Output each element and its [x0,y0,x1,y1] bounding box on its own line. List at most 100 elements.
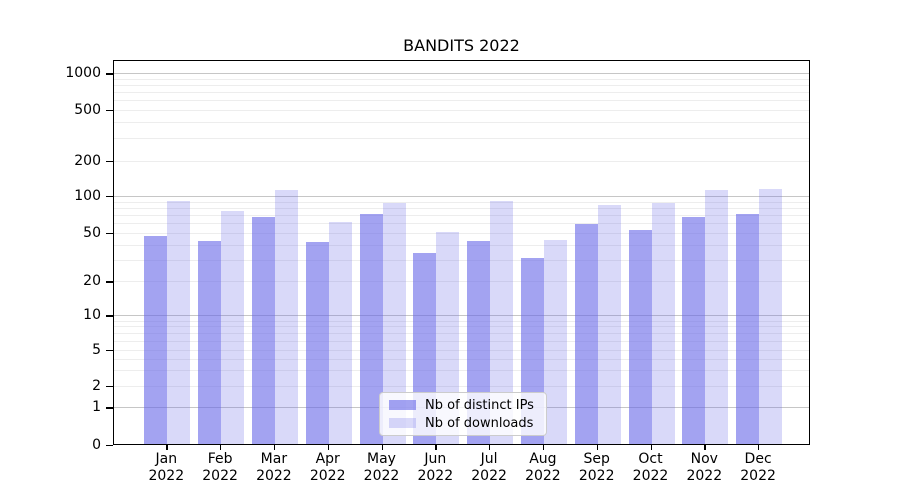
legend: Nb of distinct IPs Nb of downloads [379,392,547,436]
legend-item-downloads: Nb of downloads [389,415,534,431]
x-tick-label: Jul 2022 [471,451,507,484]
gridline-minor [114,215,809,217]
bar-dec-ips [736,214,760,444]
y-tick-label: 10 [83,307,101,324]
y-tick-mark [106,315,113,317]
y-tick-label: 1 [92,399,101,416]
x-tick-label: Mar 2022 [256,451,292,484]
gridline-minor [114,370,809,372]
y-tick-label: 2 [92,378,101,394]
gridline-minor [114,326,809,328]
y-tick-mark [106,232,113,235]
y-tick-mark [106,407,113,409]
bar-aug-downloads [543,239,567,444]
bar-sep-ips [574,224,598,444]
x-tick-mark [704,445,706,450]
x-tick-label: Feb 2022 [202,451,238,484]
x-tick-label: Oct 2022 [632,451,669,484]
legend-label-downloads: Nb of downloads [425,415,534,431]
legend-swatch-downloads [389,418,416,428]
gridline-minor [114,110,809,111]
gridline-minor [114,320,809,322]
y-tick-label: 20 [83,273,101,290]
x-tick-mark [758,445,760,450]
gridline-minor [114,92,809,94]
y-tick-mark [106,160,113,162]
x-tick-mark [220,445,222,450]
x-tick-mark [166,445,168,450]
x-tick-mark [489,445,491,450]
x-tick-mark [273,445,276,450]
x-tick-mark [327,445,329,450]
bar-sep-downloads [597,205,621,444]
y-tick-label: 500 [74,102,101,118]
bar-feb-downloads [221,210,245,444]
gridline-minor [114,333,809,335]
gridline-minor [114,350,809,351]
x-tick-mark [435,445,437,450]
gridline-minor [114,340,809,342]
gridline-minor [114,232,809,234]
gridline-minor [114,160,809,162]
x-tick-label: Apr 2022 [309,451,346,484]
gridline-major [114,315,809,317]
x-tick-mark [650,445,652,450]
y-tick-label: 50 [83,224,101,241]
y-tick-mark [106,444,113,446]
gridline-minor [114,100,809,102]
bar-may-downloads [382,202,406,444]
bars-layer [114,61,809,444]
gridline-minor [114,85,809,87]
bar-jun-downloads [436,231,460,444]
y-tick-mark [106,73,113,75]
x-tick-mark [596,445,598,450]
x-tick-label: Jan 2022 [148,451,185,484]
legend-label-ips: Nb of distinct IPs [425,397,534,413]
gridline-minor [114,358,809,360]
gridline-minor [114,208,809,209]
y-tick-mark [106,110,113,112]
bar-jul-downloads [490,201,514,444]
y-tick-label: 100 [74,188,101,205]
x-tick-label: Nov 2022 [686,451,723,484]
bar-may-ips [359,214,383,444]
bar-oct-downloads [651,202,675,444]
y-tick-label: 5 [92,342,101,358]
bar-apr-downloads [328,221,352,444]
legend-swatch-ips [389,400,416,410]
bar-mar-ips [251,216,275,444]
chart-title: BANDITS 2022 [403,36,520,55]
grid-layer [114,61,809,444]
bar-dec-downloads [759,189,783,444]
gridline-major [114,73,809,75]
y-tick-mark [106,350,113,352]
bar-jan-ips [144,236,168,444]
legend-item-distinct-ips: Nb of distinct IPs [389,397,534,413]
bar-nov-downloads [705,190,729,444]
x-tick-mark [542,445,545,450]
plot-area [113,60,810,445]
x-tick-label: Jun 2022 [417,451,454,484]
gridline-minor [114,386,809,387]
gridline-minor [114,223,809,225]
y-tick-label: 1000 [65,65,101,82]
y-tick-label: 0 [92,436,101,453]
bar-nov-ips [682,216,706,444]
x-tick-mark [381,445,383,450]
bar-oct-ips [628,229,652,444]
bar-mar-downloads [274,189,298,444]
x-tick-label: May 2022 [363,451,400,484]
bar-apr-ips [305,242,329,444]
gridline-minor [114,78,809,80]
gridline-minor [114,138,809,140]
x-tick-label: Sep 2022 [578,451,615,484]
y-tick-label: 200 [74,152,101,169]
y-tick-mark [106,281,113,283]
gridline-major [114,196,809,198]
gridline-minor [114,122,809,124]
bar-jan-downloads [167,200,191,444]
gridline-minor [114,244,809,246]
gridline-minor [114,281,809,283]
bar-feb-ips [198,240,222,444]
